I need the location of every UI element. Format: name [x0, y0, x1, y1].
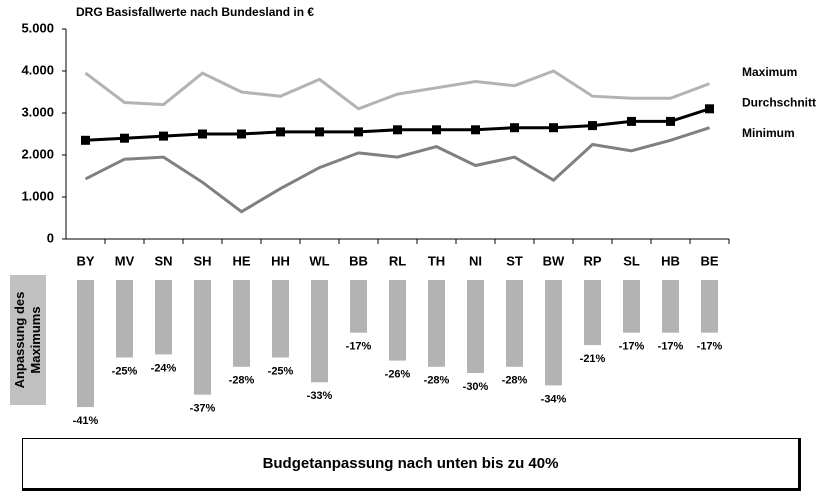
footer-box: Budgetanpassung nach unten bis zu 40% — [22, 438, 801, 491]
bar — [116, 280, 133, 358]
bar — [272, 280, 289, 358]
x-tick-label: BY — [76, 253, 94, 268]
marker — [276, 127, 285, 137]
marker — [627, 116, 636, 126]
x-tick-label: TH — [428, 253, 445, 268]
x-tick-label: NI — [469, 253, 482, 268]
bar-label: -25% — [112, 365, 138, 377]
x-tick-label: ST — [506, 253, 523, 268]
legend-label: Durchschnitt — [742, 96, 816, 110]
bar-label: -17% — [697, 341, 723, 353]
y-axis-label: Anpassung des Maximums — [10, 275, 46, 405]
marker — [705, 104, 714, 114]
bar-label: -33% — [307, 390, 333, 402]
bar-label: -17% — [619, 341, 645, 353]
bar — [584, 280, 601, 346]
bar — [623, 280, 640, 333]
marker — [588, 121, 597, 131]
bar — [545, 280, 562, 386]
y-tick-label: 1.000 — [21, 188, 54, 203]
x-tick-label: HH — [271, 253, 290, 268]
bar — [467, 280, 484, 373]
marker — [237, 129, 246, 139]
bar — [350, 280, 367, 333]
y-tick-label: 4.000 — [21, 62, 54, 77]
marker — [354, 127, 363, 137]
x-tick-label: HE — [232, 253, 250, 268]
y-tick-label: 0 — [47, 230, 54, 245]
bar — [701, 280, 718, 333]
x-tick-label: HB — [661, 253, 680, 268]
bar-label: -21% — [580, 353, 606, 365]
marker — [666, 116, 675, 126]
marker — [81, 135, 90, 145]
bar-label: -37% — [190, 403, 216, 415]
marker — [471, 125, 480, 135]
y-tick-label: 3.000 — [21, 104, 54, 119]
legend-label: Maximum — [742, 65, 797, 79]
bar-label: -25% — [268, 365, 294, 377]
bar — [311, 280, 328, 383]
x-tick-label: SL — [623, 253, 640, 268]
marker — [510, 123, 519, 133]
marker — [120, 133, 129, 143]
x-tick-label: RP — [583, 253, 601, 268]
bar — [506, 280, 523, 367]
marker — [198, 129, 207, 139]
x-tick-label: SN — [154, 253, 172, 268]
y-tick-label: 5.000 — [21, 20, 54, 35]
bar — [194, 280, 211, 395]
marker — [315, 127, 324, 137]
bar — [77, 280, 94, 408]
bar — [662, 280, 679, 333]
bar — [428, 280, 445, 367]
bar-label: -41% — [73, 415, 99, 427]
bar — [233, 280, 250, 367]
x-tick-label: WL — [309, 253, 329, 268]
chart-title: DRG Basisfallwerte nach Bundesland in € — [76, 5, 314, 19]
x-tick-label: BB — [349, 253, 368, 268]
bar-label: -28% — [502, 375, 528, 387]
bar-label: -28% — [424, 375, 450, 387]
bar — [389, 280, 406, 361]
bar-label: -30% — [463, 381, 489, 393]
marker — [393, 125, 402, 135]
x-tick-label: BW — [543, 253, 565, 268]
bar-label: -28% — [229, 375, 255, 387]
series-line — [84, 126, 710, 214]
bar-label: -24% — [151, 362, 177, 374]
bar — [155, 280, 172, 355]
bar-label: -17% — [346, 341, 372, 353]
x-tick-label: BE — [700, 253, 718, 268]
bar-label: -34% — [541, 393, 567, 405]
series-line — [84, 69, 711, 111]
bar-label: -17% — [658, 341, 684, 353]
bar-label: -26% — [385, 369, 411, 381]
x-tick-label: MV — [115, 253, 135, 268]
marker — [549, 123, 558, 133]
marker — [159, 131, 168, 141]
series-line — [85, 107, 710, 142]
x-tick-label: RL — [389, 253, 406, 268]
x-tick-label: SH — [193, 253, 211, 268]
marker — [432, 125, 441, 135]
y-tick-label: 2.000 — [21, 146, 54, 161]
legend-label: Minimum — [742, 126, 795, 140]
